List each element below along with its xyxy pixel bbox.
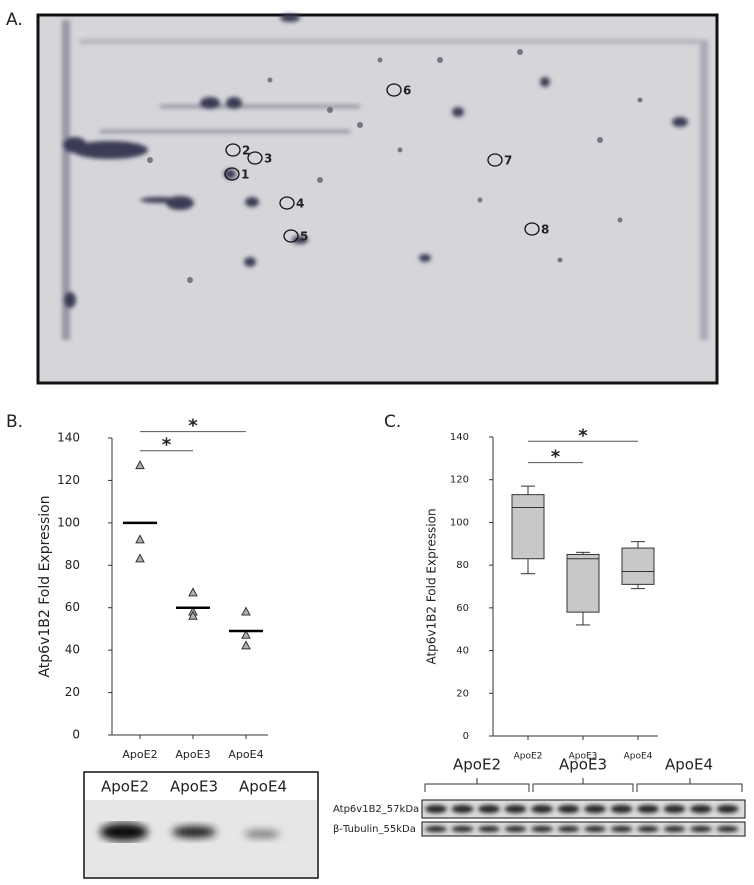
band — [504, 826, 527, 832]
box — [511, 494, 545, 560]
data-point — [135, 460, 145, 470]
y-tick-label: 100 — [57, 515, 80, 529]
panel-label: B. — [6, 412, 23, 432]
y-tick-label: 0 — [72, 728, 80, 742]
band — [557, 805, 580, 813]
band — [716, 826, 739, 832]
spot-label: 5 — [300, 230, 308, 244]
significance-label: * — [551, 447, 561, 468]
spot-circle — [224, 167, 240, 181]
band — [478, 826, 500, 832]
y-tick-label: 140 — [57, 431, 80, 445]
spot-label: 7 — [504, 154, 512, 168]
y-tick-label: 20 — [456, 688, 469, 699]
spot-label: 8 — [541, 223, 549, 237]
lane-label: ApoE4 — [239, 778, 287, 796]
y-axis-label: Atp6v1B2 Fold Expression — [37, 495, 53, 677]
y-tick-label: 120 — [57, 473, 80, 487]
spot-circle — [283, 229, 299, 243]
band — [451, 805, 474, 813]
y-tick-label: 20 — [65, 685, 80, 699]
spot-label: 4 — [296, 197, 304, 211]
significance-label: * — [578, 425, 588, 446]
western-blot — [83, 771, 319, 879]
spot-circle — [247, 151, 263, 165]
band — [504, 805, 527, 813]
lane-label: ApoE3 — [170, 778, 218, 796]
y-tick-label: 80 — [65, 558, 80, 572]
y-tick-label: 140 — [450, 432, 469, 443]
y-tick-label: 0 — [463, 731, 469, 742]
band — [584, 826, 606, 832]
panel-label: A. — [6, 10, 23, 30]
spot-circle — [524, 222, 540, 236]
y-tick-label: 60 — [65, 600, 80, 614]
data-point — [241, 606, 251, 616]
spot-circle — [279, 196, 295, 210]
lane-label: ApoE4 — [665, 756, 713, 774]
y-tick-label: 40 — [456, 646, 469, 657]
band — [531, 805, 553, 813]
spot-circle — [225, 143, 241, 157]
spot-label: 1 — [241, 168, 249, 182]
spot-circle — [487, 153, 503, 167]
y-tick-label: 40 — [65, 643, 80, 657]
box — [566, 553, 600, 613]
x-tick-label: ApoE4 — [624, 752, 653, 762]
x-tick-label: ApoE2 — [122, 748, 157, 761]
significance-label: * — [188, 416, 198, 437]
western-blot — [421, 778, 746, 837]
x-tick-label: ApoE3 — [569, 752, 598, 762]
y-axis-label: Atp6v1B2 Fold Expression — [425, 508, 439, 664]
band — [610, 826, 633, 832]
spot-label: 6 — [403, 84, 411, 98]
y-tick-label: 120 — [450, 475, 469, 486]
band — [610, 805, 633, 813]
x-tick-label: ApoE4 — [228, 748, 263, 761]
data-point — [188, 587, 198, 597]
panel-label: C. — [384, 412, 401, 432]
band — [637, 805, 659, 813]
band — [531, 826, 553, 832]
x-tick-label: ApoE3 — [175, 748, 210, 761]
band — [637, 826, 659, 832]
band — [716, 805, 739, 813]
gel-image — [36, 13, 719, 385]
data-point — [135, 553, 145, 563]
x-tick-label: ApoE2 — [514, 752, 543, 762]
band — [690, 826, 712, 832]
band — [425, 826, 447, 832]
data-point — [241, 629, 251, 639]
data-point — [188, 610, 198, 620]
lane-label: ApoE2 — [101, 778, 149, 796]
band — [584, 805, 606, 813]
row-label: Atp6v1B2_57kDa — [333, 804, 419, 815]
data-point — [241, 640, 251, 650]
band — [663, 805, 686, 813]
spot-label: 2 — [242, 144, 250, 158]
band — [451, 826, 474, 832]
band — [690, 805, 712, 813]
box — [621, 547, 655, 585]
band — [425, 805, 447, 813]
lane-label: ApoE2 — [453, 756, 501, 774]
row-label: β-Tubulin_55kDa — [333, 824, 416, 835]
y-tick-label: 100 — [450, 517, 469, 528]
band — [557, 826, 580, 832]
band — [663, 826, 686, 832]
band — [478, 805, 500, 813]
data-point — [135, 534, 145, 544]
lane-label: ApoE3 — [559, 756, 607, 774]
significance-label: * — [162, 435, 172, 456]
spot-label: 3 — [264, 152, 272, 166]
spot-circle — [386, 83, 402, 97]
y-tick-label: 60 — [456, 603, 469, 614]
y-tick-label: 80 — [456, 560, 469, 571]
